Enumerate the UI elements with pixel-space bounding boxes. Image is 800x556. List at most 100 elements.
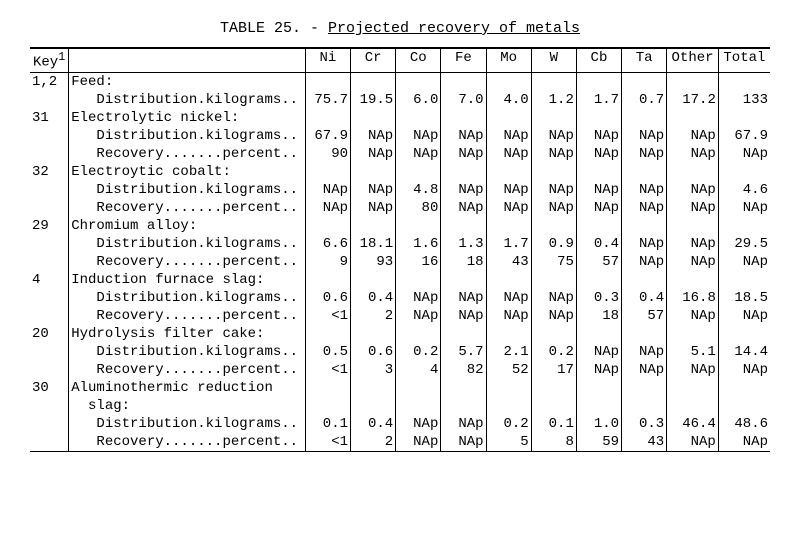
cell-value: NAp — [576, 361, 621, 379]
cell-empty — [622, 325, 667, 343]
table-row: 20Hydrolysis filter cake: — [30, 325, 770, 343]
cell-value: NAp — [576, 145, 621, 163]
table-row: Distribution.kilograms..0.50.60.25.72.10… — [30, 343, 770, 361]
cell-empty — [718, 379, 770, 397]
cell-value: 0.2 — [396, 343, 441, 361]
cell-desc: Recovery.......percent.. — [69, 433, 306, 452]
cell-value: 7.0 — [441, 91, 486, 109]
cell-empty — [305, 271, 350, 289]
cell-value: 48.6 — [718, 415, 770, 433]
cell-empty — [718, 217, 770, 235]
cell-desc: Distribution.kilograms.. — [69, 91, 306, 109]
cell-value: 1.2 — [531, 91, 576, 109]
cell-value: 6.0 — [396, 91, 441, 109]
cell-value: 0.6 — [351, 343, 396, 361]
cell-value: NAp — [718, 433, 770, 452]
cell-value: NAp — [718, 145, 770, 163]
cell-value: NAp — [667, 181, 719, 199]
cell-empty — [305, 325, 350, 343]
cell-desc: Distribution.kilograms.. — [69, 343, 306, 361]
cell-empty — [576, 163, 621, 181]
cell-empty — [718, 271, 770, 289]
col-total: Total — [718, 48, 770, 72]
cell-value: 75.7 — [305, 91, 350, 109]
cell-value: 0.9 — [531, 235, 576, 253]
cell-empty — [305, 217, 350, 235]
cell-value: NAp — [576, 127, 621, 145]
cell-value: 2.1 — [486, 343, 531, 361]
cell-value: 5.1 — [667, 343, 719, 361]
cell-empty — [486, 163, 531, 181]
cell-value: 1.0 — [576, 415, 621, 433]
cell-value: 0.4 — [351, 415, 396, 433]
cell-empty — [486, 72, 531, 91]
cell-value: 9 — [305, 253, 350, 271]
cell-desc: Recovery.......percent.. — [69, 199, 306, 217]
cell-key — [30, 343, 69, 361]
cell-desc: Recovery.......percent.. — [69, 307, 306, 325]
cell-empty — [718, 163, 770, 181]
cell-empty — [441, 109, 486, 127]
cell-empty — [622, 397, 667, 415]
cell-empty — [441, 271, 486, 289]
cell-key: 31 — [30, 109, 69, 127]
cell-empty — [576, 109, 621, 127]
col-co: Co — [396, 48, 441, 72]
cell-value: NAp — [441, 127, 486, 145]
cell-key — [30, 91, 69, 109]
cell-value: 4.6 — [718, 181, 770, 199]
table-row: 32Electroytic cobalt: — [30, 163, 770, 181]
cell-value: NAp — [441, 145, 486, 163]
cell-value: NAp — [622, 145, 667, 163]
cell-empty — [486, 217, 531, 235]
table-row: 31Electrolytic nickel: — [30, 109, 770, 127]
col-fe: Fe — [441, 48, 486, 72]
cell-value: 0.2 — [486, 415, 531, 433]
col-ta: Ta — [622, 48, 667, 72]
cell-value: 0.3 — [622, 415, 667, 433]
cell-value: NAp — [486, 181, 531, 199]
cell-value: NAp — [486, 289, 531, 307]
cell-empty — [396, 217, 441, 235]
cell-empty — [622, 163, 667, 181]
cell-value: NAp — [622, 235, 667, 253]
cell-desc: Distribution.kilograms.. — [69, 289, 306, 307]
cell-desc: Recovery.......percent.. — [69, 361, 306, 379]
cell-desc: Distribution.kilograms.. — [69, 235, 306, 253]
cell-value: 1.7 — [576, 91, 621, 109]
col-w: W — [531, 48, 576, 72]
cell-empty — [396, 109, 441, 127]
table-row: Distribution.kilograms..0.60.4NApNApNApN… — [30, 289, 770, 307]
cell-value: 19.5 — [351, 91, 396, 109]
cell-value: NAp — [351, 181, 396, 199]
cell-empty — [351, 271, 396, 289]
cell-empty — [667, 72, 719, 91]
cell-value: 93 — [351, 253, 396, 271]
cell-desc: Distribution.kilograms.. — [69, 127, 306, 145]
cell-value: 2 — [351, 433, 396, 452]
cell-value: NAp — [718, 361, 770, 379]
cell-value: 29.5 — [718, 235, 770, 253]
cell-value: 3 — [351, 361, 396, 379]
col-cr: Cr — [351, 48, 396, 72]
cell-value: <1 — [305, 361, 350, 379]
cell-empty — [351, 325, 396, 343]
cell-empty — [667, 217, 719, 235]
cell-value: NAp — [531, 127, 576, 145]
cell-value: 0.1 — [531, 415, 576, 433]
table-header: Key1 Ni Cr Co Fe Mo W Cb Ta Other Total — [30, 48, 770, 72]
cell-value: 5.7 — [441, 343, 486, 361]
cell-empty — [667, 163, 719, 181]
cell-value: 18.1 — [351, 235, 396, 253]
cell-value: 18 — [441, 253, 486, 271]
cell-empty — [531, 163, 576, 181]
cell-value: NAp — [396, 415, 441, 433]
cell-empty — [305, 397, 350, 415]
cell-desc: Distribution.kilograms.. — [69, 181, 306, 199]
cell-desc: Induction furnace slag: — [69, 271, 306, 289]
cell-empty — [531, 397, 576, 415]
cell-value: NAp — [396, 433, 441, 452]
cell-empty — [351, 72, 396, 91]
cell-empty — [531, 72, 576, 91]
cell-key — [30, 127, 69, 145]
